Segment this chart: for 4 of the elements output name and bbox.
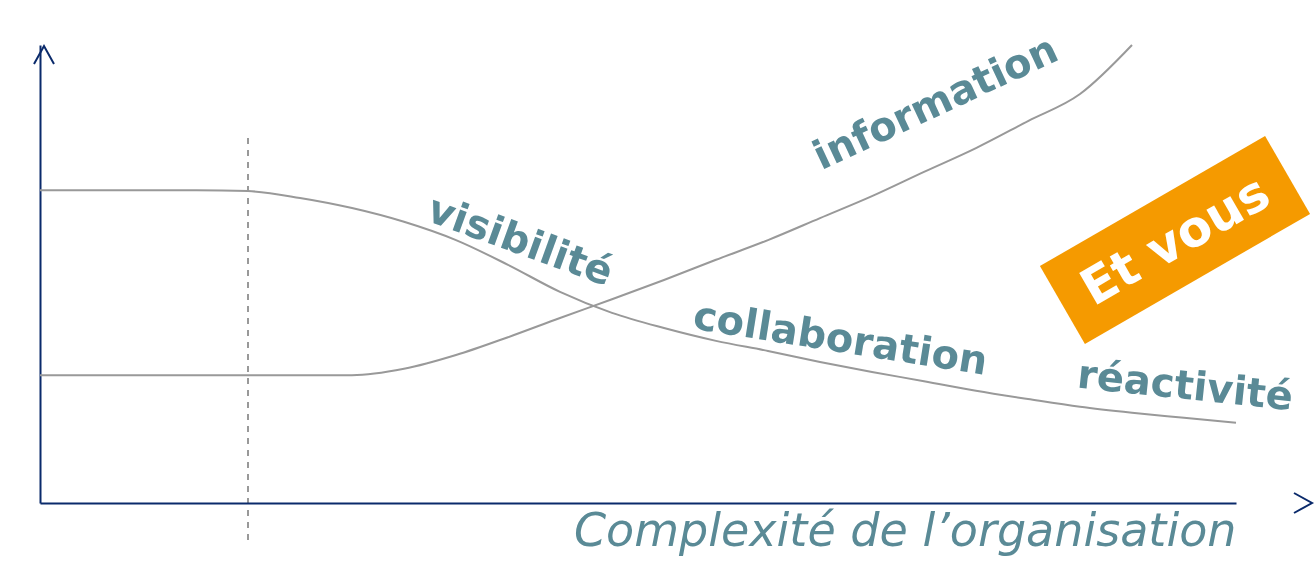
x-axis-title: Complexité de l’organisation [574, 502, 1237, 557]
annotation: collaboration [689, 292, 991, 384]
annotation: Et vous [1070, 162, 1280, 318]
annotation: réactivité [1075, 350, 1296, 420]
